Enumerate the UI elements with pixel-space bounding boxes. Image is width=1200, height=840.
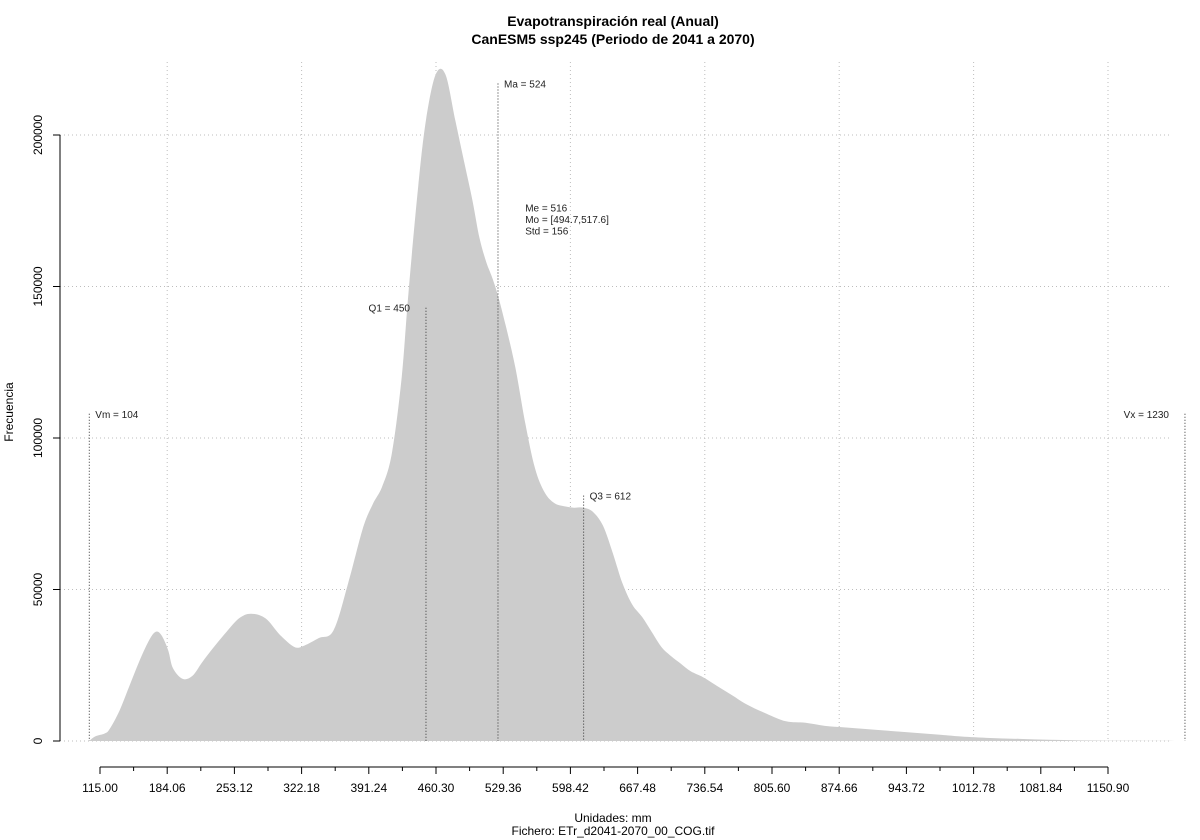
density-area-layer [89,68,1185,741]
x-tick-label: 529.36 [485,781,522,795]
chart-title: Evapotranspiración real (Anual) [507,13,719,29]
y-tick-label: 200000 [31,115,45,155]
stats-line: Mo = [494.7,517.6] [525,215,609,226]
x-tick-label: 598.42 [552,781,589,795]
y-tick-label: 150000 [31,266,45,306]
marker-label: Vx = 1230 [1124,410,1170,421]
x-tick-label: 391.24 [350,781,387,795]
y-axis-label: Frecuencia [2,382,16,442]
x-tick-label: 322.18 [283,781,320,795]
x-axis-label: Unidades: mm [574,811,651,825]
x-tick-label: 667.48 [619,781,656,795]
x-tick-label: 253.12 [216,781,253,795]
x-tick-label: 874.66 [821,781,858,795]
marker-label: Q3 = 612 [590,492,632,503]
x-tick-label: 943.72 [888,781,925,795]
x-tick-label: 460.30 [418,781,455,795]
y-tick-label: 50000 [31,572,45,606]
x-tick-label: 805.60 [754,781,791,795]
stats-line: Std = 156 [525,227,569,238]
x-tick-label: 115.00 [82,781,118,795]
x-tick-label: 736.54 [686,781,723,795]
marker-layer: Vm = 104 Q1 = 450 Ma = 524 Q3 = 612 Vx = 123… [88,79,1186,741]
x-tick-label: 1150.90 [1087,781,1130,795]
chart-subtitle: CanESM5 ssp245 (Periodo de 2041 a 2070) [471,31,754,47]
density-area [89,68,1185,741]
x-tick-label: 184.06 [149,781,186,795]
x-axis-ticks: 115.00 184.06 253.12 322.18 391.24 460.30 529.… [82,767,1130,795]
x-tick-label: 1081.84 [1019,781,1063,795]
marker-label: Ma = 524 [504,79,546,90]
y-axis-ticks: 0 50000 100000 150000 200000 [31,115,60,744]
file-caption: Fichero: ETr_d2041-2070_00_COG.tif [512,824,716,838]
y-tick-label: 0 [31,737,45,744]
x-tick-label: 1012.78 [952,781,996,795]
marker-label: Vm = 104 [95,410,139,421]
stats-line: Me = 516 [525,204,567,215]
y-tick-label: 100000 [31,418,45,458]
marker-label: Q1 = 450 [369,304,411,315]
